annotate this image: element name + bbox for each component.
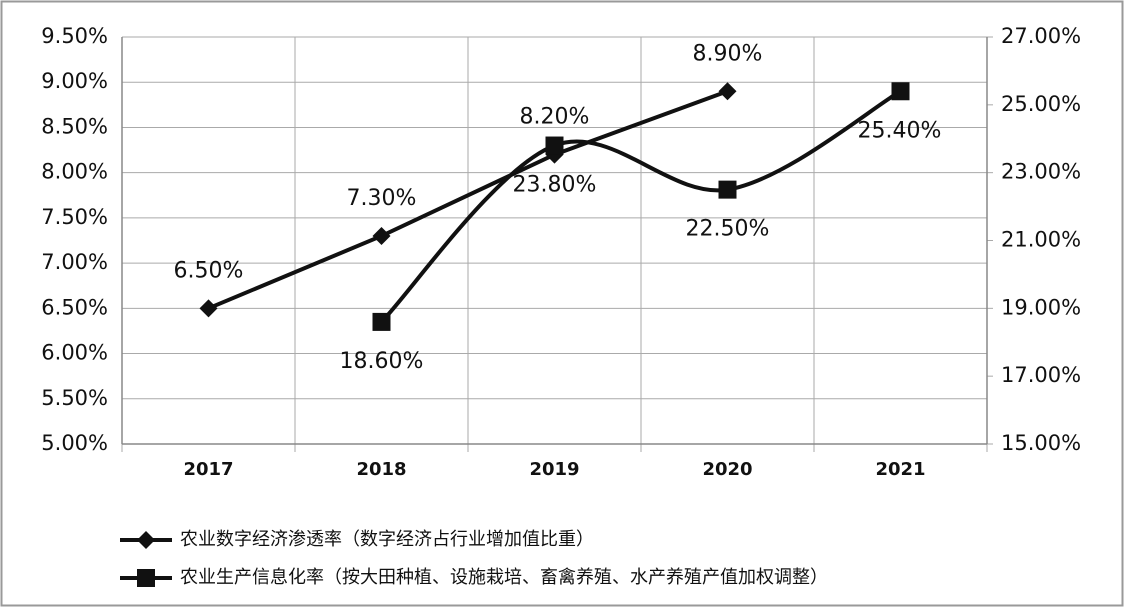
y2-tick-label: 17.00%: [1001, 363, 1081, 387]
marker: [199, 299, 218, 318]
x-tick-label: 2019: [529, 459, 579, 480]
marker: [372, 226, 391, 245]
y-tick-label: 9.00%: [41, 69, 108, 93]
marker: [891, 82, 910, 101]
x-tick-label: 2020: [702, 459, 752, 480]
y-tick-label: 7.00%: [41, 250, 108, 274]
series-line: [380, 89, 902, 324]
value-label: 8.90%: [693, 41, 763, 66]
y-tick-label: 7.50%: [41, 205, 108, 229]
y2-tick-label: 15.00%: [1001, 431, 1081, 455]
y-tick-label: 6.00%: [41, 341, 108, 365]
marker: [718, 180, 737, 199]
y2-tick-label: 25.00%: [1001, 92, 1081, 116]
series-line: [207, 89, 729, 311]
marker: [545, 136, 564, 155]
x-tick-label: 2017: [183, 459, 233, 480]
value-label: 22.50%: [686, 217, 770, 242]
value-label: 23.80%: [513, 173, 597, 198]
y-tick-label: 6.50%: [41, 295, 108, 319]
y2-tick-label: 19.00%: [1001, 295, 1081, 319]
y-tick-label: 8.00%: [41, 160, 108, 184]
value-label: 8.20%: [520, 105, 590, 130]
y-tick-label: 5.50%: [41, 386, 108, 410]
legend-label: 农业数字经济渗透率（数字经济占行业增加值比重）: [180, 529, 594, 550]
y2-tick-label: 21.00%: [1001, 228, 1081, 252]
marker: [372, 312, 391, 331]
y-tick-label: 9.50%: [41, 24, 108, 48]
x-tick-label: 2018: [356, 459, 406, 480]
value-label: 6.50%: [174, 258, 244, 283]
y-tick-label: 5.00%: [41, 431, 108, 455]
marker: [137, 531, 155, 549]
y2-tick-label: 27.00%: [1001, 24, 1081, 48]
x-tick-label: 2021: [875, 459, 925, 480]
legend-label: 农业生产信息化率（按大田种植、设施栽培、畜禽养殖、水产养殖产值加权调整）: [180, 566, 828, 588]
marker: [137, 569, 155, 587]
marker: [718, 82, 737, 101]
value-label: 25.40%: [858, 118, 942, 143]
value-label: 18.60%: [340, 349, 424, 374]
y2-tick-label: 23.00%: [1001, 160, 1081, 184]
y-tick-label: 8.50%: [41, 114, 108, 138]
value-label: 7.30%: [347, 186, 417, 211]
